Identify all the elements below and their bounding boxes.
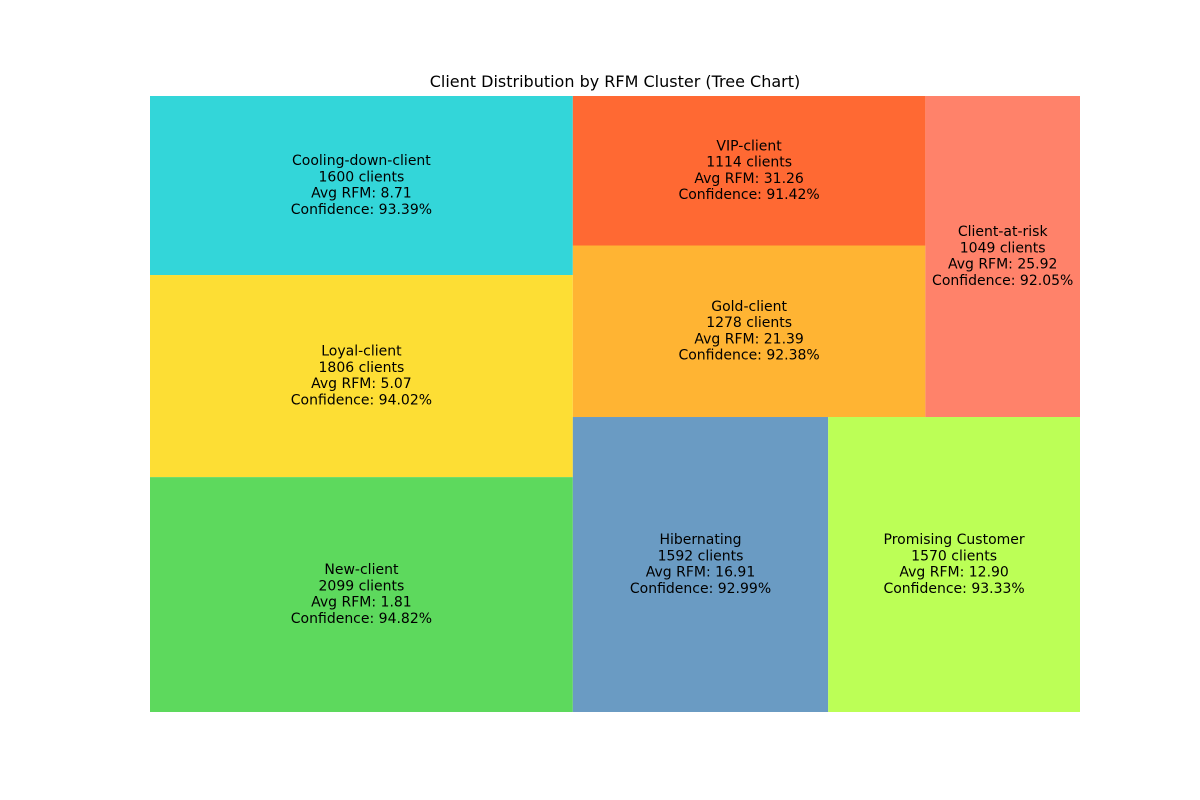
tile-name: Hibernating xyxy=(659,532,741,548)
tile-confidence: Confidence: 92.05% xyxy=(932,273,1073,289)
tile-avg-rfm: Avg RFM: 5.07 xyxy=(311,376,412,392)
tile-avg-rfm: Avg RFM: 1.81 xyxy=(311,595,412,611)
tile-confidence: Confidence: 93.33% xyxy=(883,581,1024,597)
tile-rect-promising-customer xyxy=(828,417,1080,712)
tile-rect-new-client xyxy=(150,477,573,712)
tile-confidence: Confidence: 92.38% xyxy=(678,348,819,364)
tile-name: Cooling-down-client xyxy=(292,153,431,169)
tile-clients: 1806 clients xyxy=(319,360,405,376)
chart-title: Client Distribution by RFM Cluster (Tree… xyxy=(429,72,801,91)
tile-avg-rfm: Avg RFM: 8.71 xyxy=(311,186,412,202)
tile-name: New-client xyxy=(324,562,399,578)
tile-rect-client-at-risk xyxy=(925,96,1080,418)
tile-name: Promising Customer xyxy=(884,532,1025,548)
tile-clients: 1049 clients xyxy=(960,240,1046,256)
tile-rect-gold-client xyxy=(572,245,926,418)
tile-clients: 1600 clients xyxy=(319,169,405,185)
tile-name: Loyal-client xyxy=(321,344,402,360)
tile-confidence: Confidence: 92.99% xyxy=(630,581,771,597)
tile-avg-rfm: Avg RFM: 25.92 xyxy=(948,257,1057,273)
tile-confidence: Confidence: 94.82% xyxy=(291,611,432,627)
tile-name: Client-at-risk xyxy=(958,224,1049,240)
tile-clients: 1114 clients xyxy=(706,155,792,171)
tile-clients: 1592 clients xyxy=(658,548,744,564)
tile-rect-hibernating xyxy=(572,417,829,712)
tile-confidence: Confidence: 94.02% xyxy=(291,393,432,409)
tile-clients: 2099 clients xyxy=(319,578,405,594)
tile-name: VIP-client xyxy=(716,138,782,154)
tile-avg-rfm: Avg RFM: 12.90 xyxy=(899,565,1008,581)
tile-rect-loyal-client xyxy=(150,275,573,478)
tile-avg-rfm: Avg RFM: 21.39 xyxy=(694,331,803,347)
tile-avg-rfm: Avg RFM: 16.91 xyxy=(646,565,755,581)
tile-confidence: Confidence: 93.39% xyxy=(291,202,432,218)
tile-name: Gold-client xyxy=(711,299,787,315)
tile-avg-rfm: Avg RFM: 31.26 xyxy=(694,171,804,187)
tile-confidence: Confidence: 91.42% xyxy=(678,187,819,203)
tile-rect-vip-client xyxy=(572,96,926,246)
tile-clients: 1278 clients xyxy=(706,315,792,331)
tile-rect-cooling-down-client xyxy=(150,96,573,276)
tile-clients: 1570 clients xyxy=(911,548,997,564)
